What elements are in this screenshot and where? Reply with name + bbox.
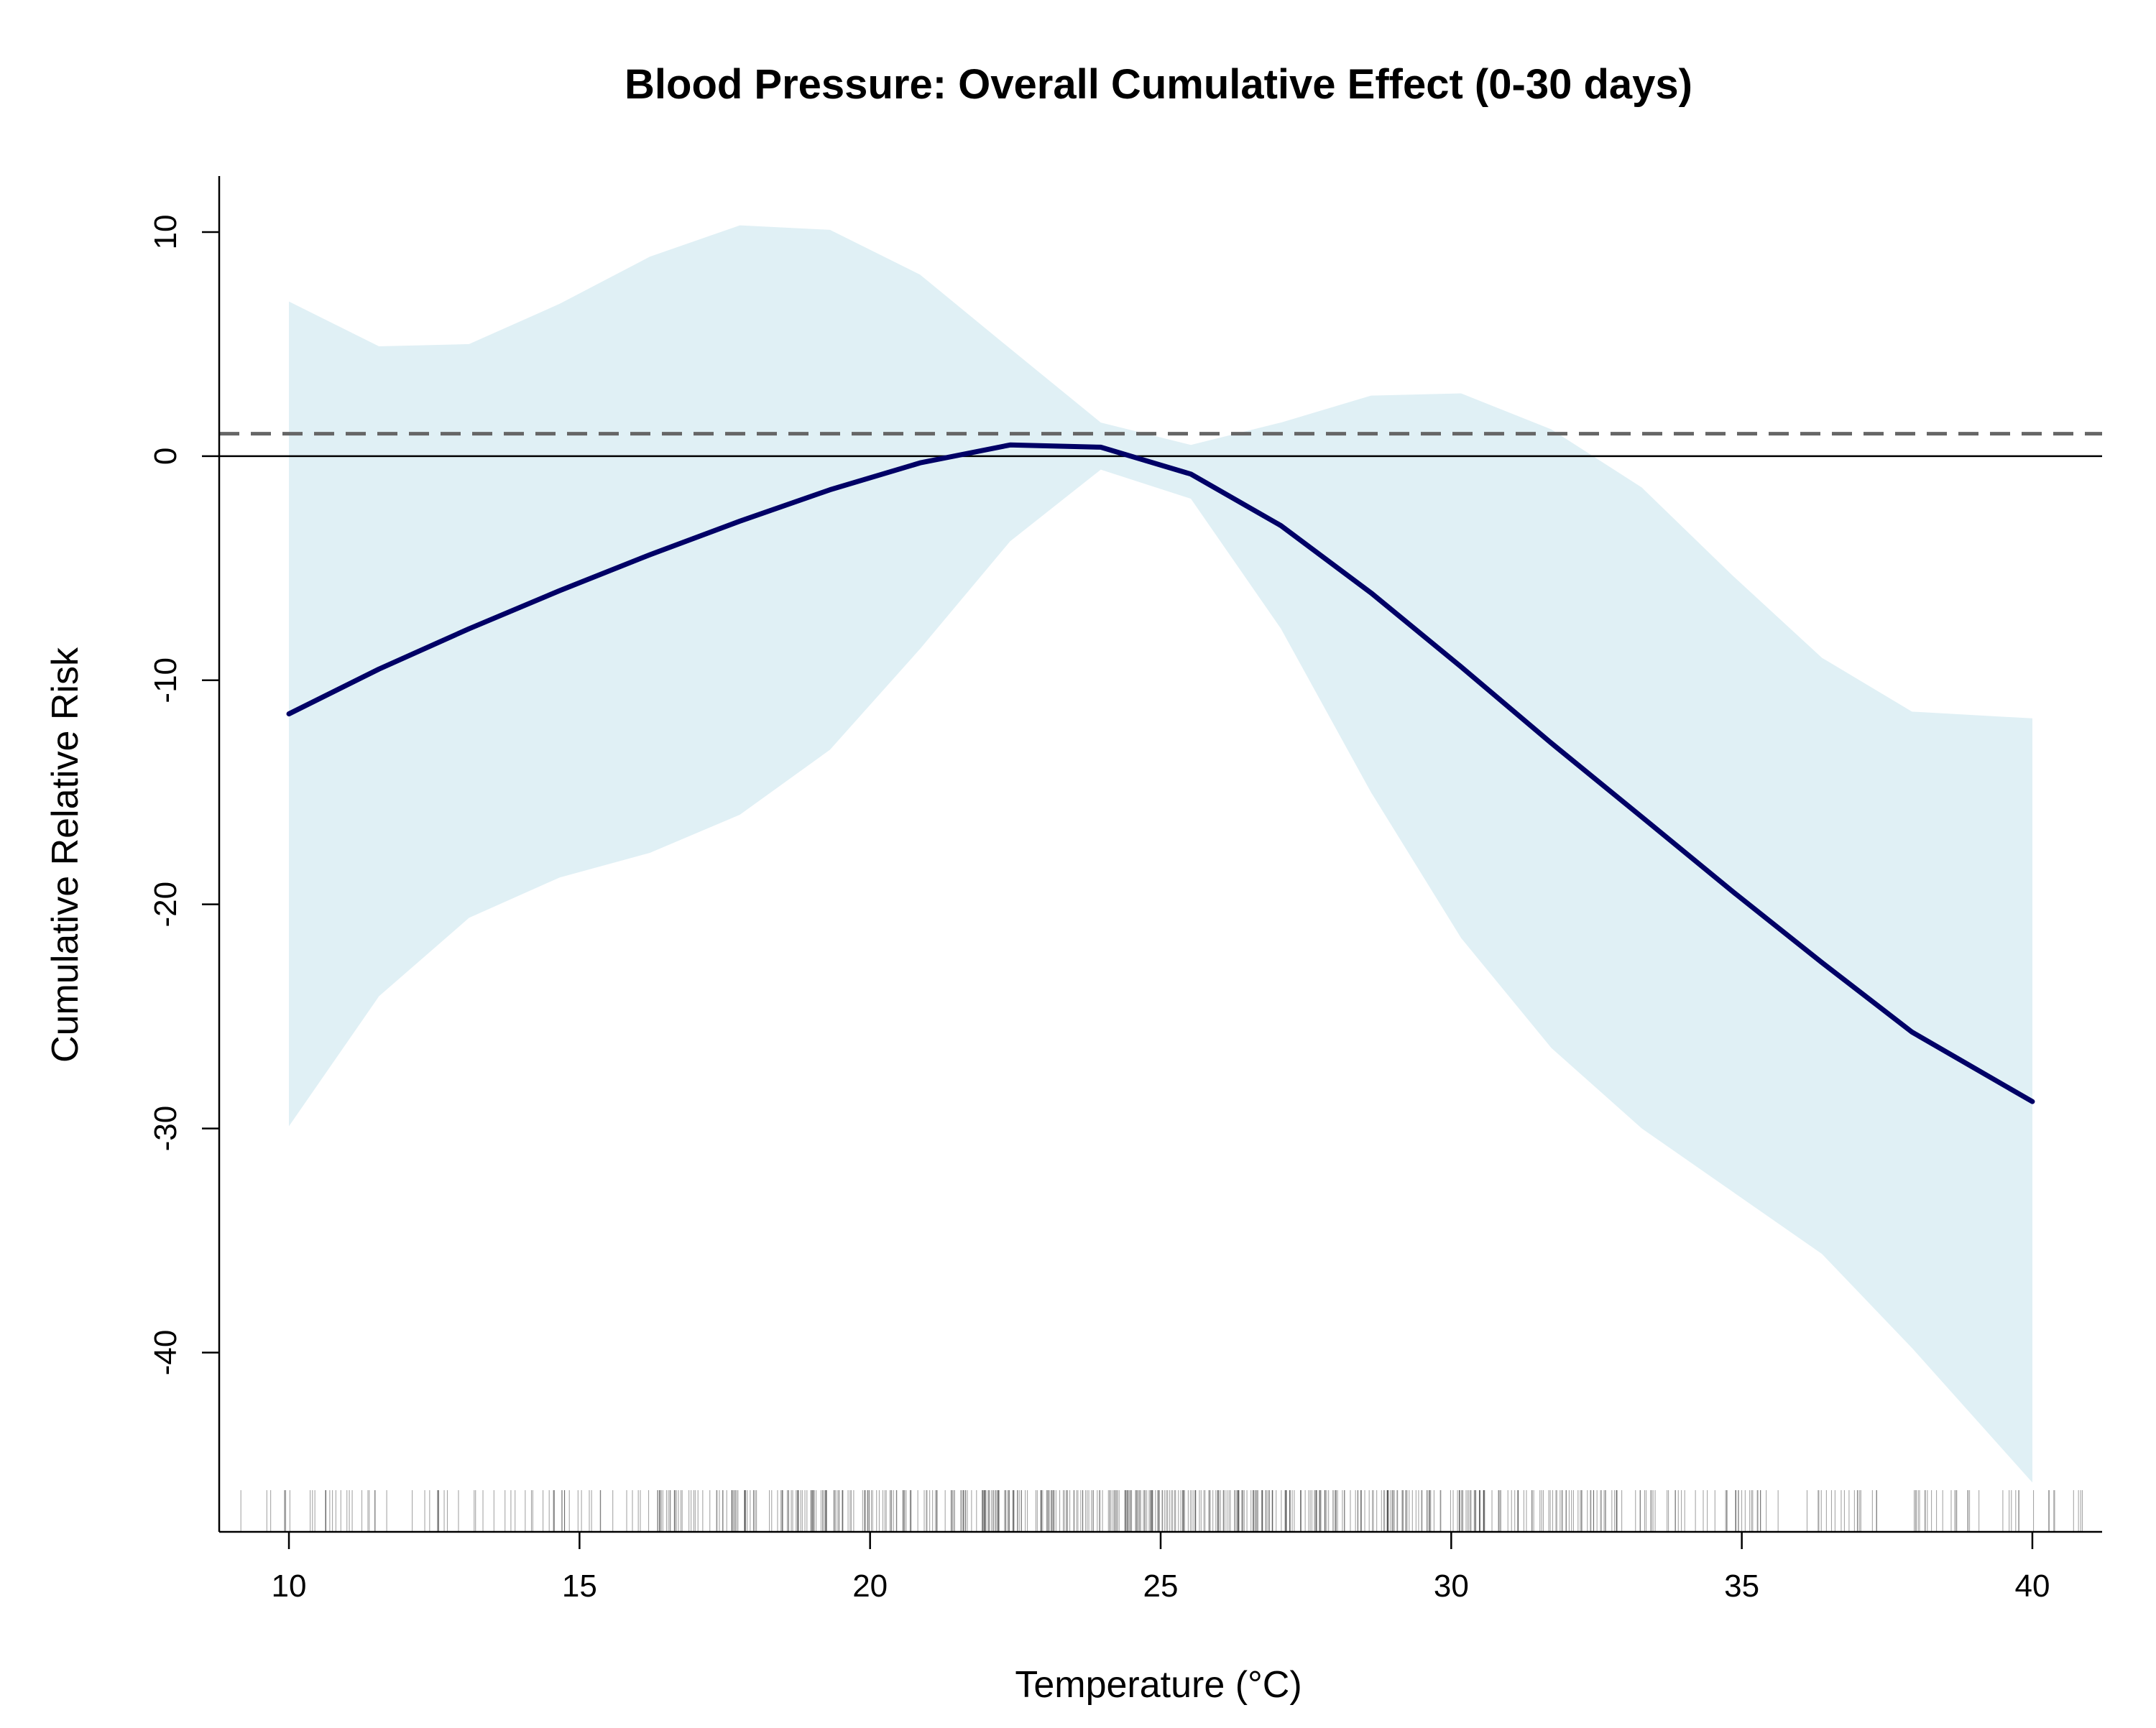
y-tick-label: -20: [148, 882, 183, 928]
y-tick-label: 0: [148, 448, 183, 465]
confidence-band: [289, 225, 2032, 1483]
x-tick-label: 20: [852, 1568, 888, 1604]
chart-title: Blood Pressure: Overall Cumulative Effec…: [625, 61, 1692, 108]
x-tick-label: 30: [1434, 1568, 1469, 1604]
y-tick-label: -10: [148, 657, 183, 703]
y-tick-label: -40: [148, 1330, 183, 1376]
x-tick-label: 25: [1143, 1568, 1179, 1604]
y-tick-label: 10: [148, 214, 183, 249]
x-tick-label: 10: [272, 1568, 307, 1604]
x-tick-label: 35: [1724, 1568, 1759, 1604]
plot-area: 10 15 20 25 30 35 40 -40 -30 -20 -10 0 10: [148, 176, 2102, 1604]
y-tick-label: -30: [148, 1106, 183, 1152]
x-tick-label: 40: [2014, 1568, 2050, 1604]
series-line-estimate: [286, 442, 2035, 1104]
y-axis-label: Cumulative Relative Risk: [45, 647, 86, 1063]
x-axis-label: Temperature (°C): [1015, 1664, 1302, 1706]
x-tick-label: 15: [562, 1568, 597, 1604]
